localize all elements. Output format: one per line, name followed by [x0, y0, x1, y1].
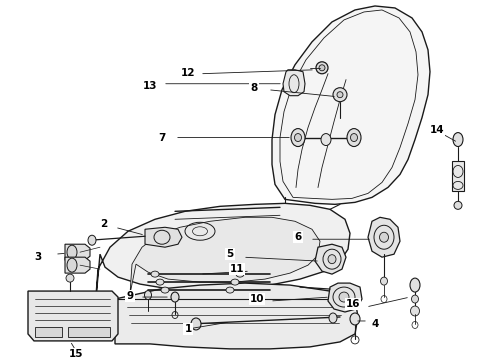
- Ellipse shape: [236, 271, 244, 277]
- Polygon shape: [115, 283, 358, 349]
- Text: 8: 8: [250, 83, 258, 93]
- Text: 3: 3: [34, 252, 42, 262]
- Ellipse shape: [151, 271, 159, 277]
- Ellipse shape: [328, 255, 336, 264]
- Ellipse shape: [410, 278, 420, 292]
- Ellipse shape: [156, 279, 164, 285]
- Polygon shape: [328, 283, 362, 312]
- Ellipse shape: [145, 291, 151, 300]
- Ellipse shape: [67, 245, 77, 259]
- Text: 9: 9: [126, 291, 134, 301]
- Polygon shape: [283, 70, 305, 96]
- Ellipse shape: [350, 134, 358, 141]
- Text: 5: 5: [226, 249, 234, 259]
- Ellipse shape: [226, 287, 234, 293]
- Ellipse shape: [350, 313, 360, 325]
- Ellipse shape: [231, 279, 239, 285]
- Text: 7: 7: [158, 132, 166, 143]
- Ellipse shape: [329, 313, 337, 323]
- Text: 2: 2: [100, 219, 108, 229]
- Ellipse shape: [67, 258, 77, 272]
- Ellipse shape: [171, 292, 179, 302]
- Polygon shape: [145, 227, 182, 247]
- Text: 6: 6: [294, 232, 302, 242]
- Polygon shape: [28, 291, 118, 341]
- Text: 16: 16: [346, 299, 360, 309]
- Ellipse shape: [88, 235, 96, 245]
- Ellipse shape: [321, 134, 331, 145]
- Ellipse shape: [337, 92, 343, 98]
- Ellipse shape: [453, 132, 463, 147]
- Polygon shape: [68, 327, 110, 337]
- Text: 15: 15: [69, 349, 83, 359]
- Polygon shape: [368, 217, 400, 257]
- Text: 13: 13: [143, 81, 157, 91]
- Polygon shape: [272, 6, 430, 204]
- Ellipse shape: [412, 295, 418, 303]
- Polygon shape: [315, 244, 346, 274]
- Ellipse shape: [161, 287, 169, 293]
- Ellipse shape: [381, 277, 388, 285]
- Polygon shape: [95, 203, 350, 309]
- Text: 4: 4: [371, 319, 379, 329]
- Ellipse shape: [294, 134, 301, 141]
- Ellipse shape: [319, 65, 325, 71]
- Ellipse shape: [333, 88, 347, 102]
- Text: 11: 11: [230, 264, 244, 274]
- Polygon shape: [65, 244, 90, 260]
- Ellipse shape: [347, 129, 361, 147]
- Ellipse shape: [66, 274, 74, 282]
- Text: 1: 1: [184, 324, 192, 334]
- Ellipse shape: [411, 306, 419, 316]
- Polygon shape: [130, 217, 320, 294]
- Ellipse shape: [291, 129, 305, 147]
- Text: 10: 10: [250, 294, 264, 304]
- Polygon shape: [35, 327, 62, 337]
- Ellipse shape: [191, 318, 201, 330]
- Text: 14: 14: [430, 125, 444, 135]
- Ellipse shape: [379, 232, 389, 242]
- Polygon shape: [65, 257, 90, 273]
- Text: 12: 12: [181, 68, 195, 78]
- Ellipse shape: [316, 62, 328, 74]
- Ellipse shape: [339, 292, 349, 302]
- Ellipse shape: [454, 201, 462, 209]
- Polygon shape: [452, 162, 464, 192]
